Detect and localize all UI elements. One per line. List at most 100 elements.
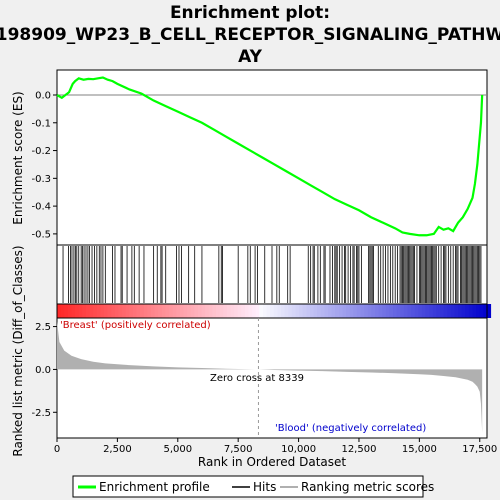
heatmap-strip	[487, 304, 492, 318]
heatmap-strip	[364, 304, 369, 318]
heatmap-strip	[129, 304, 134, 318]
heatmap-strip	[143, 304, 148, 318]
es-y-tick-label: -0.3	[31, 174, 51, 185]
heatmap-strip	[450, 304, 455, 318]
heatmap-strip	[140, 304, 145, 318]
heatmap-strip	[176, 304, 181, 318]
heatmap-strip	[429, 304, 434, 318]
heatmap-strip	[483, 304, 488, 318]
heatmap-strip	[411, 304, 416, 318]
heatmap-strip	[241, 304, 246, 318]
heatmap-strip	[187, 304, 192, 318]
heatmap-strip	[465, 304, 470, 318]
heatmap-strip	[360, 304, 365, 318]
heatmap-strip	[270, 304, 275, 318]
heatmap-strip	[458, 304, 463, 318]
heatmap-strip	[255, 304, 260, 318]
heatmap-strip	[414, 304, 419, 318]
heatmap-strip	[432, 304, 437, 318]
zero-cross-label: Zero cross at 8339	[210, 373, 304, 384]
heatmap-strip	[382, 304, 387, 318]
x-tick-label: 2,500	[103, 444, 132, 455]
es-y-tick-label: 0.0	[35, 91, 51, 102]
heatmap-strip	[201, 304, 206, 318]
heatmap-strip	[306, 304, 311, 318]
heatmap-strip	[100, 304, 105, 318]
heatmap-strip	[190, 304, 195, 318]
heatmap-strip	[342, 304, 347, 318]
metric-panel	[56, 317, 488, 439]
positive-correlation-label: 'Breast' (positively correlated)	[60, 320, 211, 331]
heatmap-strip	[132, 304, 137, 318]
heatmap-strip	[150, 304, 156, 318]
chart-title-line-2: 198909_WP23_B_CELL_RECEPTOR_SIGNALING_PA…	[0, 25, 500, 45]
es-y-tick-label: -0.4	[31, 202, 51, 213]
heatmap-strip	[295, 304, 300, 318]
heatmap-strip	[89, 304, 94, 318]
heatmap-strip	[248, 304, 253, 318]
heatmap-strip	[169, 304, 174, 318]
heatmap-strip	[259, 304, 264, 318]
es-y-tick-label: -0.5	[31, 229, 51, 240]
heatmap-strip	[385, 304, 390, 318]
heatmap-strip	[273, 304, 278, 318]
heatmap-strip	[103, 304, 109, 318]
heatmap-strip	[125, 304, 130, 318]
heatmap-strip	[378, 304, 383, 318]
x-tick-label: 0	[54, 444, 60, 455]
heatmap-strip	[244, 304, 249, 318]
heatmap-strip	[454, 304, 459, 318]
heatmap-strip	[122, 304, 127, 318]
heatmap-strip	[230, 304, 235, 318]
heatmap-strip	[111, 304, 116, 318]
heatmap-strip	[67, 304, 72, 318]
heatmap-strip	[234, 304, 239, 318]
heatmap-strip	[425, 304, 430, 318]
x-tick-label: 17,500	[462, 444, 497, 455]
es-layer	[56, 76, 487, 237]
metric-y-tick-label: -2.5	[31, 408, 51, 419]
hits-layer	[62, 246, 482, 303]
heatmap-strip	[317, 304, 322, 318]
heatmap-strip	[179, 304, 184, 318]
negative-correlation-label: 'Blood' (negatively correlated)	[275, 423, 426, 434]
heatmap-strip	[421, 304, 427, 318]
heatmap-strip	[165, 304, 170, 318]
heatmap-strip	[158, 304, 163, 318]
heatmap-strip	[284, 304, 289, 318]
heatmap-strip	[371, 304, 376, 318]
heatmap-strip	[443, 304, 448, 318]
heatmap-strip	[353, 304, 358, 318]
heatmap-strip	[252, 304, 257, 318]
heatmap-strip	[400, 304, 405, 318]
heatmap-strip	[215, 304, 221, 318]
heatmap-strip	[107, 304, 112, 318]
x-tick-label: 5,000	[163, 444, 192, 455]
heatmap-strip	[288, 304, 293, 318]
heatmap-strip	[403, 304, 408, 318]
heatmap-strip	[226, 304, 231, 318]
heatmap-strip	[223, 304, 228, 318]
legend-metric-label: Ranking metric scores	[301, 480, 434, 494]
heatmap-strip	[299, 304, 304, 318]
heatmap-strip	[396, 304, 401, 318]
heatmap-strip	[407, 304, 412, 318]
heatmap-strip	[309, 304, 315, 318]
heatmap-strip	[324, 304, 329, 318]
x-tick-label: 15,000	[402, 444, 437, 455]
heatmap-strip	[96, 304, 101, 318]
heatmap-strip	[147, 304, 152, 318]
legend: Enrichment profile Hits Ranking metric s…	[72, 475, 434, 498]
heatmap-strip	[60, 304, 65, 318]
x-tick-label: 10,000	[281, 444, 316, 455]
metric-ylabel: Ranked list metric (Diff_of_Classes)	[11, 245, 25, 456]
heatmap-strip	[447, 304, 452, 318]
heatmap-strip	[154, 304, 159, 318]
heatmap-strip	[78, 304, 83, 318]
heatmap-strip	[349, 304, 354, 318]
heatmap-strip	[393, 304, 398, 318]
x-tick-label: 7,500	[224, 444, 253, 455]
rank-heatmap-bar	[57, 304, 492, 318]
heatmap-strip	[262, 304, 268, 318]
